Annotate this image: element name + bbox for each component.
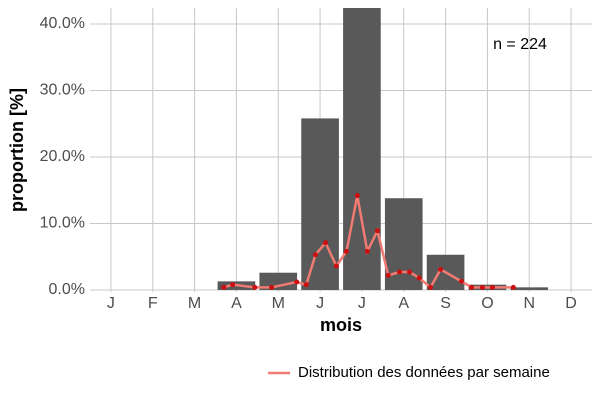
x-tick-label: M bbox=[272, 295, 285, 312]
annotation: n = 224 bbox=[493, 36, 547, 53]
weekly-point bbox=[397, 269, 403, 275]
x-tick-label: F bbox=[148, 295, 158, 312]
x-tick-label: S bbox=[440, 295, 451, 312]
weekly-point bbox=[312, 252, 318, 258]
y-tick-label: 10.0% bbox=[40, 215, 85, 232]
bar bbox=[301, 118, 339, 291]
x-tick-label: A bbox=[231, 295, 242, 312]
weekly-point bbox=[458, 278, 464, 284]
weekly-point bbox=[469, 284, 475, 290]
bar bbox=[343, 8, 381, 291]
weekly-point bbox=[354, 193, 360, 199]
x-tick-label: J bbox=[358, 295, 366, 312]
weekly-point bbox=[407, 269, 413, 275]
x-tick-label: A bbox=[398, 295, 409, 312]
weekly-point bbox=[416, 275, 422, 281]
weekly-point bbox=[333, 263, 339, 269]
y-axis-label: proportion [%] bbox=[7, 88, 27, 212]
weekly-point bbox=[252, 284, 258, 290]
x-axis-label: mois bbox=[320, 315, 362, 335]
bar bbox=[510, 287, 549, 291]
y-tick-label: 40.0% bbox=[40, 15, 85, 32]
weekly-point bbox=[510, 284, 516, 290]
weekly-point bbox=[438, 266, 444, 272]
weekly-point bbox=[489, 284, 495, 290]
weekly-point bbox=[364, 248, 370, 254]
legend-label: Distribution des données par semaine bbox=[298, 364, 550, 381]
weekly-point bbox=[343, 248, 349, 254]
x-tick-label: M bbox=[188, 295, 201, 312]
weekly-point bbox=[269, 284, 275, 290]
line-layer bbox=[221, 193, 516, 290]
weekly-point bbox=[221, 284, 227, 290]
y-tick-label: 20.0% bbox=[40, 148, 85, 165]
y-tick-label: 0.0% bbox=[49, 281, 85, 298]
bar bbox=[259, 272, 298, 291]
x-tick-label: J bbox=[316, 295, 324, 312]
weekly-point bbox=[303, 282, 309, 288]
weekly-point bbox=[294, 279, 300, 285]
bars bbox=[217, 8, 549, 291]
x-tick-label: O bbox=[481, 295, 493, 312]
x-tick-label: N bbox=[523, 295, 535, 312]
weekly-point bbox=[230, 282, 236, 288]
weekly-point bbox=[479, 284, 485, 290]
weekly-point bbox=[428, 284, 434, 290]
weekly-point bbox=[374, 228, 380, 234]
y-tick-label: 30.0% bbox=[40, 82, 85, 99]
weekly-point bbox=[323, 240, 329, 246]
x-tick-label: D bbox=[565, 295, 577, 312]
x-tick-label: J bbox=[107, 295, 115, 312]
weekly-point bbox=[385, 272, 391, 278]
